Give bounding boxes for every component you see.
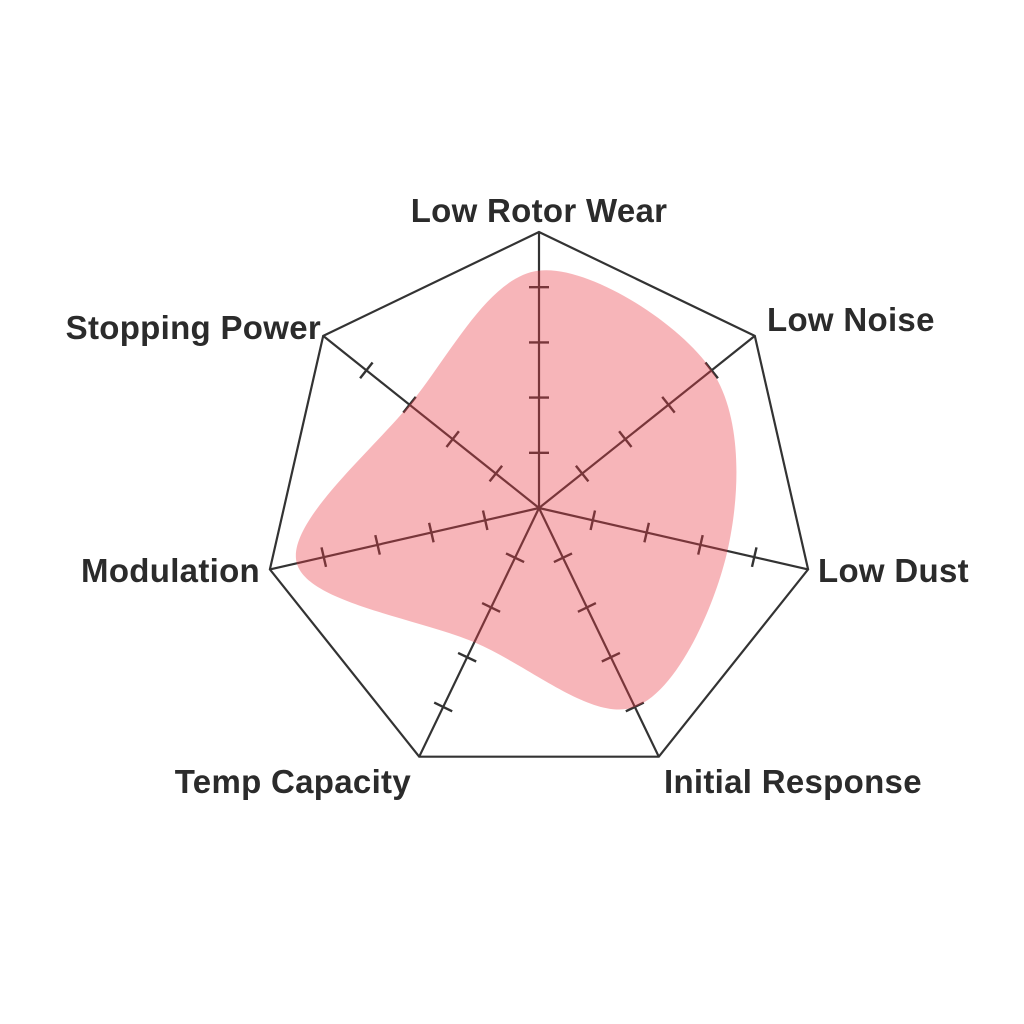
radar-outline bbox=[268, 230, 810, 758]
axis-label-temp-capacity: Temp Capacity bbox=[175, 763, 412, 800]
radar-data-area bbox=[295, 270, 737, 710]
radar-tick-low-dust-1 bbox=[589, 510, 597, 531]
radar-tick-low-noise-3 bbox=[661, 396, 676, 414]
axis-label-low-noise: Low Noise bbox=[767, 301, 935, 338]
radar-data-area-layer bbox=[295, 270, 737, 710]
radar-tick-temp-capacity-4 bbox=[433, 701, 453, 713]
axis-label-stopping-power: Stopping Power bbox=[66, 309, 321, 346]
radar-axis-line-temp-capacity bbox=[418, 507, 540, 758]
radar-axis-line-modulation bbox=[269, 506, 540, 571]
radar-axis-line-low-noise bbox=[538, 335, 756, 509]
radar-tick-modulation-3 bbox=[374, 534, 381, 555]
radar-axis-line-stopping-power bbox=[322, 335, 540, 509]
radar-tick-low-noise-1 bbox=[574, 465, 590, 483]
radar-tick-temp-capacity-3 bbox=[457, 651, 477, 663]
axis-label-modulation: Modulation bbox=[81, 552, 260, 589]
radar-tick-initial-response-3 bbox=[601, 651, 621, 663]
radar-axis-labels: Low Rotor Wear Low Noise Low Dust Initial R… bbox=[66, 192, 969, 800]
radar-tick-stopping-power-2 bbox=[445, 430, 460, 448]
radar-axis-line-initial-response bbox=[538, 507, 660, 758]
axis-label-low-rotor-wear: Low Rotor Wear bbox=[411, 192, 668, 229]
radar-tick-low-noise-4 bbox=[704, 361, 719, 379]
radar-grid bbox=[268, 230, 810, 758]
radar-tick-initial-response-4 bbox=[625, 701, 645, 713]
radar-tick-temp-capacity-2 bbox=[481, 602, 501, 613]
radar-axis-line-low-dust bbox=[538, 506, 809, 571]
axis-label-initial-response: Initial Response bbox=[664, 763, 922, 800]
radar-tick-modulation-1 bbox=[481, 510, 489, 531]
radar-tick-low-noise-2 bbox=[618, 430, 633, 448]
radar-tick-initial-response-2 bbox=[577, 602, 597, 613]
radar-tick-low-dust-3 bbox=[697, 534, 704, 555]
radar-tick-stopping-power-3 bbox=[402, 396, 417, 414]
radar-tick-initial-response-1 bbox=[553, 552, 573, 564]
radar-tick-modulation-4 bbox=[320, 547, 328, 568]
radar-tick-stopping-power-1 bbox=[488, 465, 504, 483]
axis-label-low-dust: Low Dust bbox=[818, 552, 969, 589]
radar-tick-low-dust-4 bbox=[750, 547, 758, 568]
radar-tick-stopping-power-4 bbox=[359, 361, 374, 379]
radar-tick-modulation-2 bbox=[427, 522, 435, 543]
radar-tick-temp-capacity-1 bbox=[505, 552, 525, 564]
radar-tick-low-dust-2 bbox=[643, 522, 651, 543]
